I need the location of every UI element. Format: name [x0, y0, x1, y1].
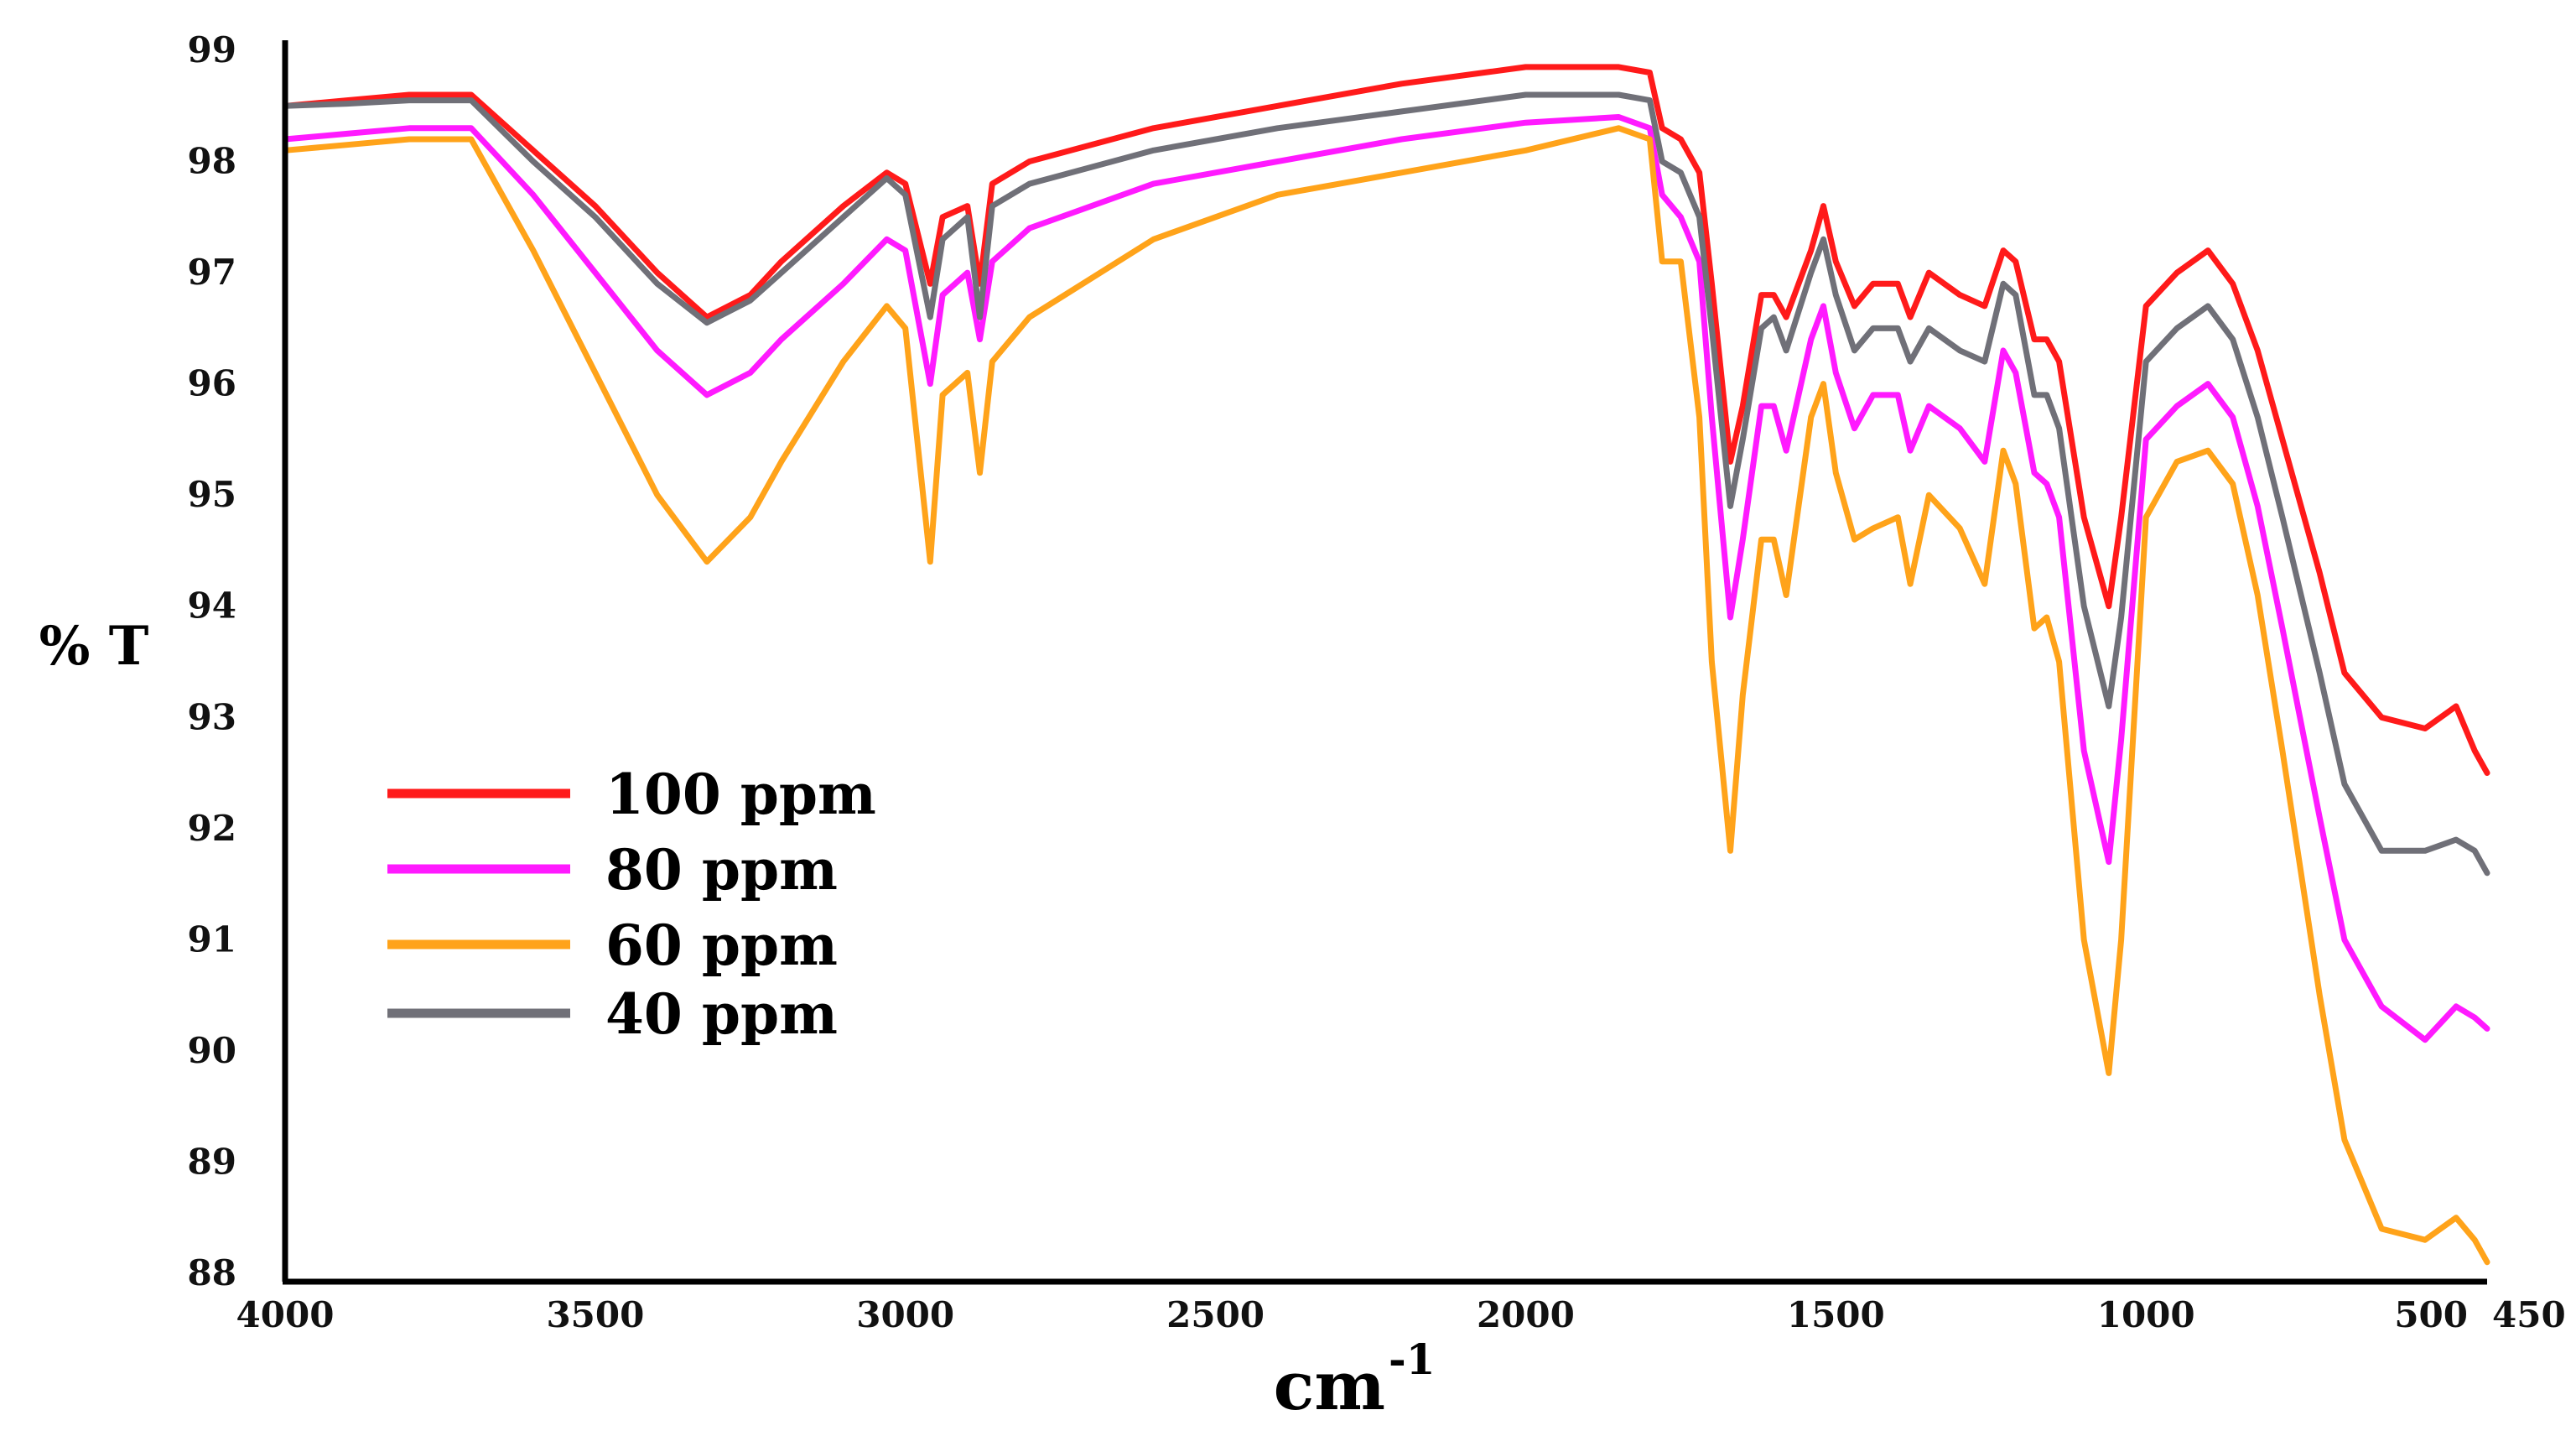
y-tick-label: 92 — [188, 808, 236, 849]
y-tick-label: 95 — [188, 474, 236, 515]
y-tick-label: 88 — [188, 1252, 236, 1293]
y-tick-label: 93 — [188, 696, 236, 737]
y-tick-labels: 99 98 97 96 95 94 93 92 91 90 89 88 — [188, 29, 236, 1293]
series-line-40-ppm — [282, 91, 2490, 877]
x-tick-label: 2000 — [1477, 1294, 1575, 1335]
legend-label: 80 ppm — [605, 837, 838, 903]
x-axis-title-superscript: -1 — [1389, 1335, 1436, 1384]
series-line-100-ppm — [282, 64, 2490, 776]
legend-label: 40 ppm — [605, 981, 838, 1047]
x-tick-label: 4000 — [236, 1294, 335, 1335]
x-tick-label: 1000 — [2097, 1294, 2195, 1335]
x-axis-title: cm — [1274, 1346, 1385, 1425]
x-tick-label: 1500 — [1787, 1294, 1885, 1335]
legend-label: 60 ppm — [605, 913, 838, 978]
y-tick-label: 91 — [188, 918, 236, 960]
x-tick-label: 450 — [2492, 1294, 2566, 1335]
y-tick-label: 97 — [188, 252, 236, 293]
y-tick-label: 94 — [188, 585, 236, 627]
x-tick-label: 3500 — [546, 1294, 644, 1335]
x-tick-label: 3000 — [856, 1294, 954, 1335]
x-tick-labels: 4000 3500 3000 2500 2000 1500 1000 500 450 — [236, 1294, 2566, 1335]
series-line-80-ppm — [282, 114, 2490, 1043]
series-layer — [282, 64, 2490, 1266]
y-tick-label: 89 — [188, 1142, 236, 1183]
x-tick-label: 2500 — [1166, 1294, 1265, 1335]
y-axis-title: % T — [39, 615, 149, 678]
y-tick-label: 99 — [188, 29, 236, 70]
y-tick-label: 90 — [188, 1030, 236, 1071]
y-tick-label: 98 — [188, 141, 236, 182]
legend-label: 100 ppm — [605, 762, 876, 827]
y-tick-label: 96 — [188, 363, 236, 404]
series-line-60-ppm — [282, 125, 2490, 1266]
x-tick-label: 500 — [2394, 1294, 2468, 1335]
